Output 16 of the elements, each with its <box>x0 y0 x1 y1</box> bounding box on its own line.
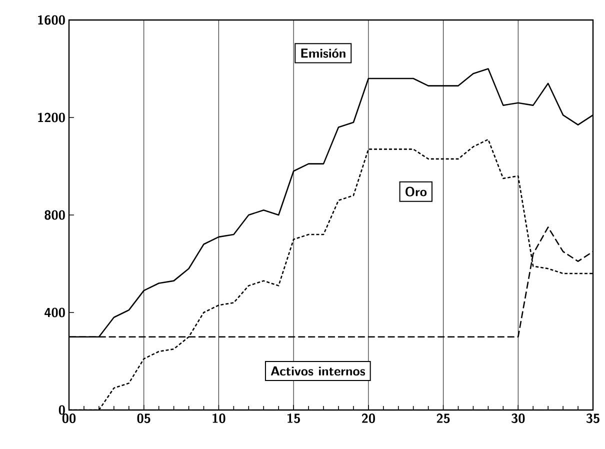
y-tick-label: 0 <box>58 405 65 415</box>
x-tick-label: 35 <box>586 414 600 424</box>
x-tick-label: 15 <box>287 414 300 424</box>
text: Emisión <box>301 48 346 58</box>
y-tick-label: 800 <box>44 210 65 220</box>
y-tick-label: 1600 <box>38 15 65 25</box>
y-tick-label: 1200 <box>38 112 65 122</box>
x-tick-label: 00 <box>62 414 76 424</box>
x-tick-label: 20 <box>362 414 375 424</box>
x-tick-label: 05 <box>137 414 150 424</box>
x-tick-label: 10 <box>212 414 226 424</box>
x-tick-label: 30 <box>512 414 525 424</box>
y-tick-label: 400 <box>44 308 65 318</box>
text: Oro <box>406 186 427 196</box>
text: Activos internos <box>271 366 366 376</box>
x-tick-label: 25 <box>436 414 450 424</box>
